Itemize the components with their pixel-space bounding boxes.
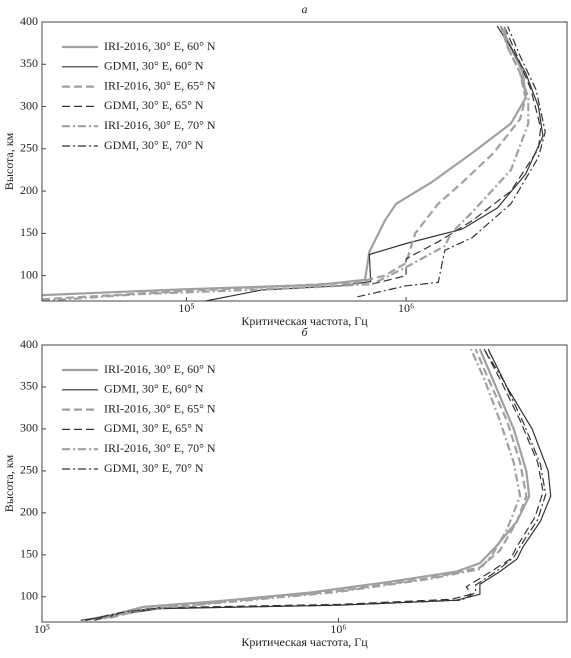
- x-tick-label: 10⁵: [34, 622, 50, 636]
- legend-label: IRI-2016, 30° E, 70° N: [104, 118, 216, 132]
- series-line: [42, 26, 530, 301]
- x-tick-label: 10⁵: [178, 301, 194, 315]
- legend-label: GDMI, 30° E, 60° N: [104, 382, 204, 396]
- legend-label: IRI-2016, 30° E, 60° N: [104, 362, 216, 376]
- y-tick-label: 400: [20, 337, 38, 351]
- series-line: [110, 348, 528, 619]
- y-tick-label: 300: [20, 98, 38, 112]
- legend-label: GDMI, 30° E, 70° N: [104, 461, 204, 475]
- y-tick-label: 100: [20, 267, 38, 281]
- y-tick-label: 250: [20, 463, 38, 477]
- x-axis-label: Критическая частота, Гц: [241, 314, 368, 328]
- x-tick-label: 10⁶: [398, 301, 414, 315]
- y-axis-label: Высота, км: [2, 454, 16, 512]
- x-tick-label: 10⁶: [330, 622, 346, 636]
- x-axis-label: Критическая частота, Гц: [241, 635, 368, 649]
- legend-label: IRI-2016, 30° E, 70° N: [104, 441, 216, 455]
- legend-label: GDMI, 30° E, 70° N: [104, 138, 204, 152]
- y-axis-label: Высота, км: [2, 132, 16, 190]
- series-line: [371, 25, 542, 285]
- legend-label: GDMI, 30° E, 65° N: [104, 421, 204, 435]
- panel-title: а: [302, 2, 308, 16]
- y-tick-label: 350: [20, 56, 38, 70]
- series-line: [357, 25, 546, 298]
- legend-label: GDMI, 30° E, 65° N: [104, 98, 204, 112]
- plot-frame: [41, 344, 568, 623]
- y-tick-label: 300: [20, 421, 38, 435]
- y-tick-label: 350: [20, 379, 38, 393]
- y-tick-label: 150: [20, 547, 38, 561]
- legend-label: GDMI, 30° E, 60° N: [104, 59, 204, 73]
- series-line: [42, 25, 527, 297]
- y-tick-label: 400: [20, 14, 38, 28]
- y-tick-label: 150: [20, 225, 38, 239]
- plot-frame: [41, 21, 568, 302]
- panel-title: б: [301, 325, 308, 339]
- legend-label: IRI-2016, 30° E, 65° N: [104, 78, 216, 92]
- series-line: [85, 348, 531, 622]
- y-tick-label: 100: [20, 589, 38, 603]
- y-tick-label: 200: [20, 183, 38, 197]
- legend-label: IRI-2016, 30° E, 60° N: [104, 39, 216, 53]
- series-line: [102, 348, 522, 620]
- series-line: [85, 348, 547, 621]
- series-line: [94, 348, 544, 621]
- y-tick-label: 250: [20, 141, 38, 155]
- y-tick-label: 200: [20, 505, 38, 519]
- series-line: [205, 25, 544, 301]
- legend-label: IRI-2016, 30° E, 65° N: [104, 401, 216, 415]
